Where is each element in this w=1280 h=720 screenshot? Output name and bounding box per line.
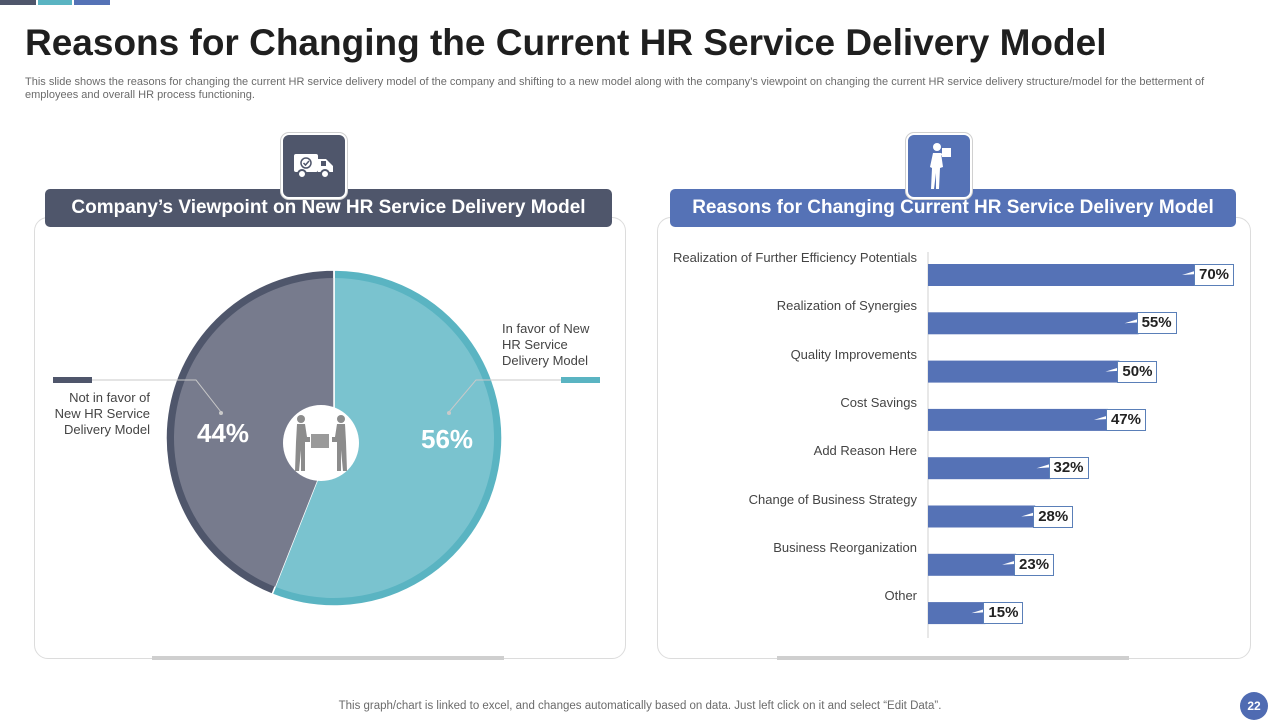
top-accent-bar-teal (38, 0, 72, 5)
viewpoint-panel (34, 217, 626, 659)
pie-value-in-favor: 56% (421, 424, 474, 454)
pie-label-not-in-favor: Not in favor of New HR Service Delivery … (54, 390, 150, 437)
slide-title: Reasons for Changing the Current HR Serv… (25, 22, 1107, 63)
page-number: 22 (1240, 692, 1268, 720)
footer-note: This graph/chart is linked to excel, and… (338, 700, 942, 712)
delivery-person-icon (930, 143, 951, 189)
legend-swatch-in-favor (561, 377, 600, 383)
slide-subtitle: This slide shows the reasons for changin… (25, 76, 1205, 101)
pie-value-not-in-favor: 44% (197, 418, 250, 448)
delivery-truck-icon-badge (281, 133, 347, 199)
top-accent-bar-blue (74, 0, 110, 5)
top-accent-bar-dark (0, 0, 36, 5)
delivery-person-icon-badge (906, 133, 972, 199)
reasons-panel-shadow (777, 656, 1129, 660)
viewpoint-panel-shadow (152, 656, 504, 660)
pie-label-in-favor: In favor of New HR Service Delivery Mode… (502, 321, 590, 368)
legend-swatch-not-in-favor (53, 377, 92, 383)
reasons-panel (657, 217, 1251, 659)
delivery-truck-icon (294, 154, 333, 179)
reasons-panel-header: Reasons for Changing Current HR Service … (670, 189, 1236, 227)
